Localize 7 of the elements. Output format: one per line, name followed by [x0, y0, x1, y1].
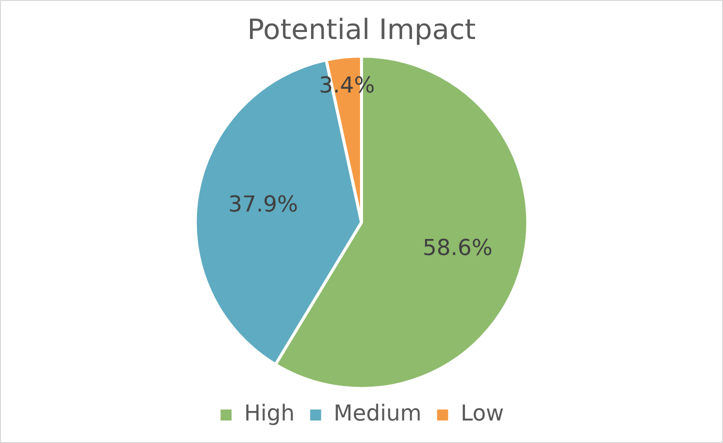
data-label: 37.9% — [228, 192, 298, 218]
data-label: 3.4% — [319, 74, 375, 99]
data-label: 58.6% — [422, 236, 492, 261]
chart-title: Potential Impact — [247, 13, 476, 46]
legend-label: Medium — [334, 402, 422, 427]
legend-label: High — [244, 402, 295, 427]
legend-label: Low — [460, 402, 504, 427]
